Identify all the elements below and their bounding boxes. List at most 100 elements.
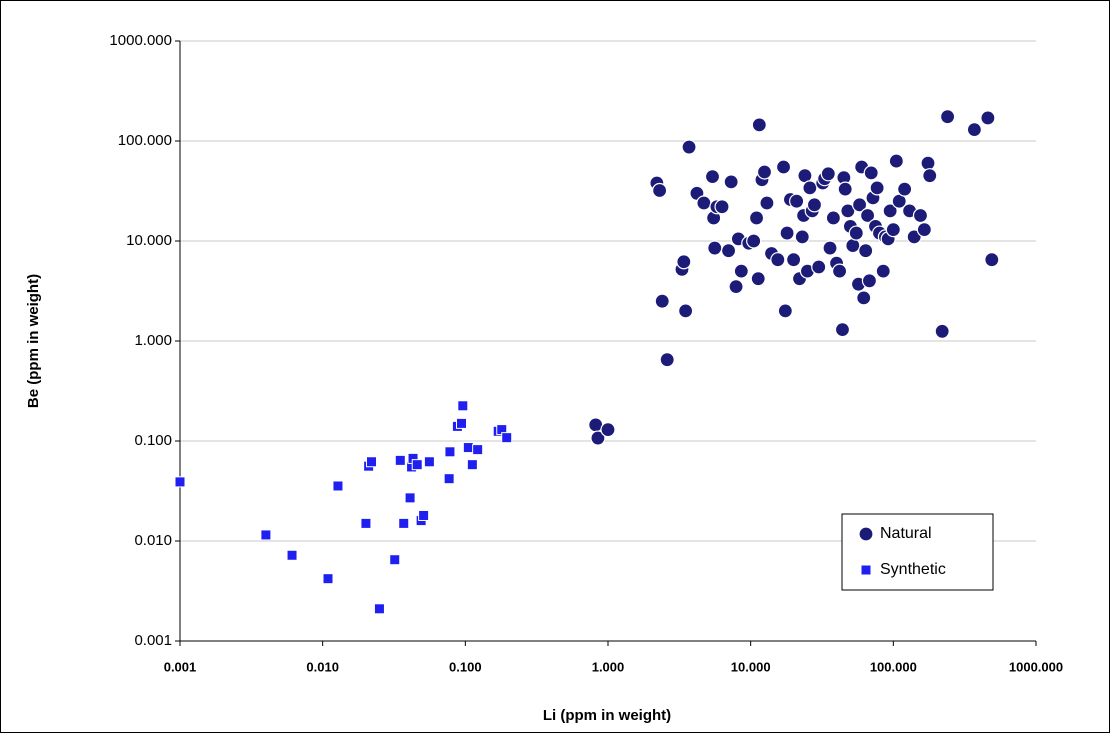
data-point	[875, 263, 891, 279]
data-point	[748, 210, 765, 226]
data-point	[775, 159, 792, 175]
data-point	[751, 117, 767, 133]
data-point	[714, 199, 730, 215]
data-point	[858, 243, 874, 259]
data-point	[920, 155, 936, 171]
y-tick-label: 1.000	[134, 332, 172, 349]
data-point	[831, 263, 848, 279]
data-point	[394, 454, 406, 466]
data-point	[472, 444, 484, 456]
data-point	[332, 480, 344, 492]
x-tick-label: 10.000	[731, 659, 771, 674]
data-point	[882, 203, 898, 219]
data-point	[659, 352, 675, 368]
data-point	[590, 430, 606, 446]
data-point	[286, 549, 298, 561]
data-point	[906, 229, 922, 245]
legend-label: Synthetic	[880, 561, 946, 578]
data-point	[720, 243, 737, 259]
data-point	[922, 168, 938, 184]
data-point	[861, 273, 878, 289]
data-point	[676, 254, 692, 270]
data-point	[779, 225, 795, 241]
y-tick-label: 1000.000	[109, 32, 172, 49]
data-point	[389, 554, 401, 566]
data-point	[811, 259, 827, 275]
data-point	[462, 442, 474, 454]
data-point	[777, 303, 793, 319]
data-point	[466, 459, 478, 471]
data-point	[600, 422, 616, 438]
data-point	[885, 222, 901, 238]
x-tick-label: 1000.000	[1009, 659, 1063, 674]
data-point	[939, 109, 956, 125]
data-point	[934, 323, 950, 339]
data-point	[652, 182, 668, 199]
data-point	[980, 110, 996, 126]
data-point	[457, 400, 469, 412]
data-point	[704, 169, 721, 185]
data-point	[984, 252, 1000, 268]
data-point	[678, 303, 694, 319]
data-point	[756, 164, 773, 180]
data-point	[789, 193, 805, 209]
data-point	[404, 492, 416, 504]
data-point	[759, 195, 775, 211]
data-point	[848, 225, 864, 241]
data-point	[174, 476, 186, 488]
data-point	[260, 529, 272, 541]
y-tick-label: 0.010	[134, 532, 172, 549]
data-point	[443, 473, 455, 485]
data-point	[822, 240, 838, 256]
data-point	[770, 252, 786, 268]
data-point	[794, 229, 810, 245]
data-point	[869, 180, 885, 196]
data-point	[750, 271, 766, 287]
data-point	[696, 195, 712, 211]
x-tick-label: 1.000	[592, 659, 625, 674]
data-point	[728, 278, 744, 295]
y-tick-label: 0.001	[134, 632, 172, 649]
data-point	[897, 181, 913, 197]
data-point	[373, 603, 385, 615]
y-tick-label: 100.000	[118, 132, 172, 149]
y-tick-label: 10.000	[126, 232, 172, 249]
data-point	[825, 210, 841, 226]
data-point	[916, 222, 932, 238]
data-point	[966, 122, 982, 138]
data-point	[856, 290, 872, 306]
data-point	[851, 197, 868, 213]
data-point	[746, 233, 762, 249]
x-tick-label: 0.001	[164, 659, 197, 674]
data-point	[360, 517, 372, 529]
x-tick-label: 0.100	[449, 659, 482, 674]
legend-box	[841, 513, 994, 591]
data-point	[501, 432, 513, 444]
data-point	[707, 240, 723, 256]
data-point	[681, 139, 697, 155]
data-point	[654, 293, 670, 309]
data-point	[723, 174, 739, 190]
data-point	[322, 573, 334, 585]
x-axis-title: Li (ppm in weight)	[543, 707, 671, 724]
data-point	[837, 181, 853, 197]
x-tick-label: 100.000	[870, 659, 917, 674]
data-point	[863, 165, 879, 181]
data-point	[859, 207, 876, 224]
legend-marker	[858, 526, 874, 542]
data-point	[820, 166, 836, 182]
data-point	[845, 237, 861, 254]
data-point	[834, 322, 851, 338]
y-axis-title: Be (ppm in weight)	[25, 274, 42, 408]
data-point	[455, 417, 467, 429]
data-point	[806, 197, 823, 213]
y-tick-label: 0.100	[134, 432, 172, 449]
data-point	[786, 252, 802, 268]
data-point	[444, 446, 456, 458]
data-point	[802, 180, 818, 196]
data-point	[411, 459, 423, 471]
data-point	[888, 153, 904, 169]
